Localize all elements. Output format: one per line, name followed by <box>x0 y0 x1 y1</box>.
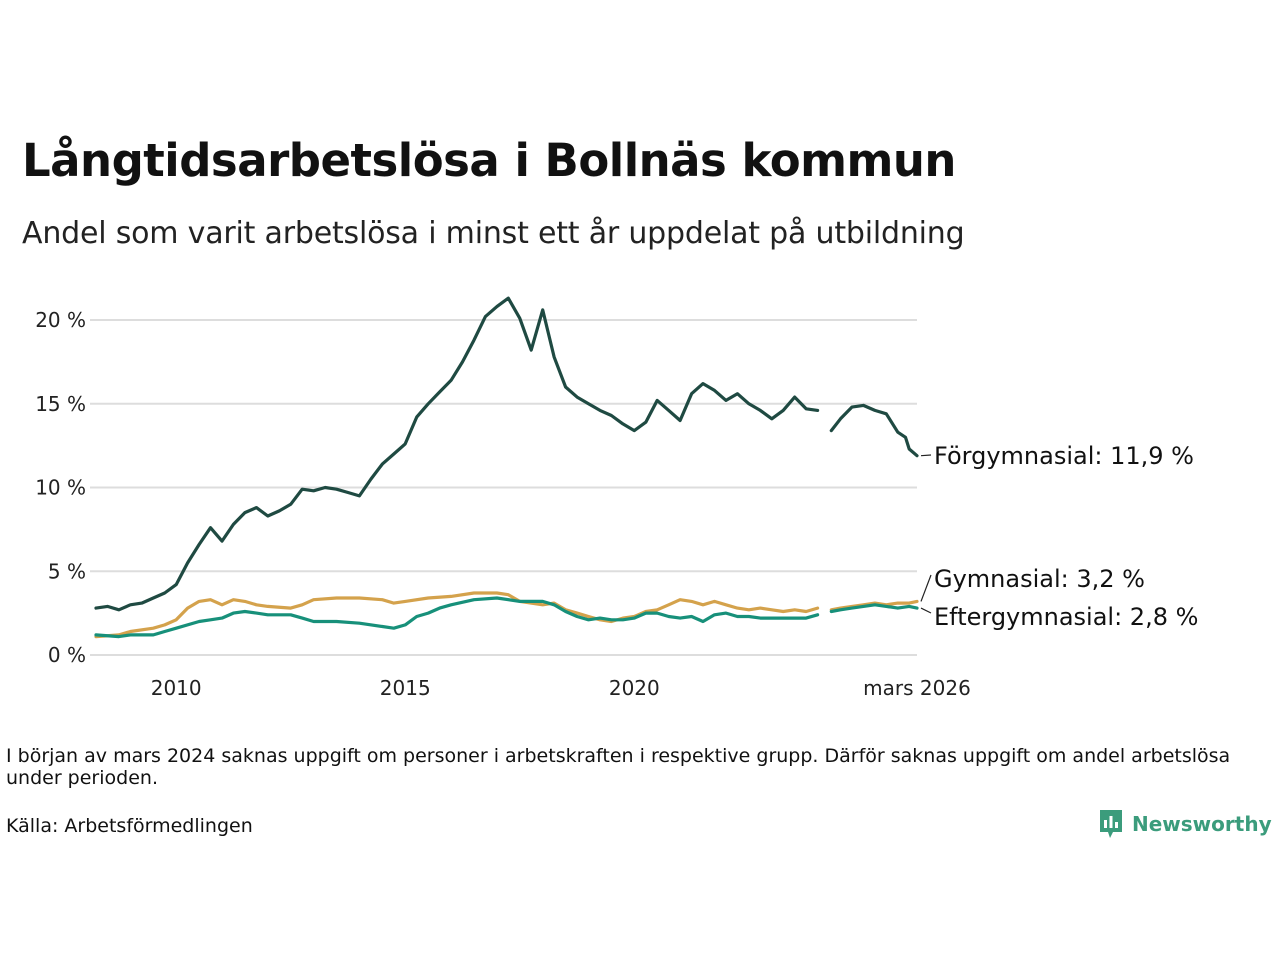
x-tick-label: 2015 <box>380 676 431 700</box>
y-tick-label: 5 % <box>48 559 86 583</box>
leader-forgymnasial <box>920 454 932 457</box>
leader-gymnasial <box>920 574 932 602</box>
y-tick-label: 15 % <box>35 392 86 416</box>
series-line-forgymnasial-2 <box>829 403 919 458</box>
series-label-forgymnasial: Förgymnasial: 11,9 % <box>934 442 1194 470</box>
footnote: I början av mars 2024 saknas uppgift om … <box>6 745 1231 789</box>
y-tick-label: 0 % <box>48 643 86 667</box>
series-line-eftergymnasial-1 <box>94 596 820 639</box>
x-tick-label: 2020 <box>609 676 660 700</box>
series-line-forgymnasial-1 <box>94 296 820 612</box>
x-tick-label: mars 2026 <box>863 676 971 700</box>
brand-logo: Newsworthy <box>1098 808 1272 840</box>
series-label-eftergymnasial: Eftergymnasial: 2,8 % <box>934 603 1198 631</box>
series-line-gymnasial-2 <box>829 599 919 612</box>
series-line-gymnasial-1 <box>94 591 820 639</box>
chart-subtitle: Andel som varit arbetslösa i minst ett å… <box>22 216 965 251</box>
x-tick-label: 2010 <box>151 676 202 700</box>
chart-title: Långtidsarbetslösa i Bollnäs kommun <box>22 134 956 187</box>
leader-eftergymnasial <box>920 607 932 614</box>
series-label-gymnasial: Gymnasial: 3,2 % <box>934 565 1145 593</box>
y-axis: 0 % 5 % 10 % 15 % 20 % <box>35 308 86 667</box>
source-text: Källa: Arbetsförmedlingen <box>6 815 253 837</box>
x-axis: 2010 2015 2020 mars 2026 <box>151 676 971 700</box>
series-line-eftergymnasial-2 <box>829 603 919 614</box>
series-end-labels: Förgymnasial: 11,9 % Gymnasial: 3,2 % Efte… <box>920 442 1198 631</box>
line-chart: 0 % 5 % 10 % 15 % 20 % 2010 2015 2020 mars 2026… <box>35 296 1198 700</box>
y-tick-label: 10 % <box>35 476 86 500</box>
series-lines <box>94 296 919 639</box>
grid-lines <box>90 319 917 656</box>
y-tick-label: 20 % <box>35 308 86 332</box>
newsworthy-logo-icon <box>1100 810 1122 838</box>
brand-name: Newsworthy <box>1132 812 1272 836</box>
